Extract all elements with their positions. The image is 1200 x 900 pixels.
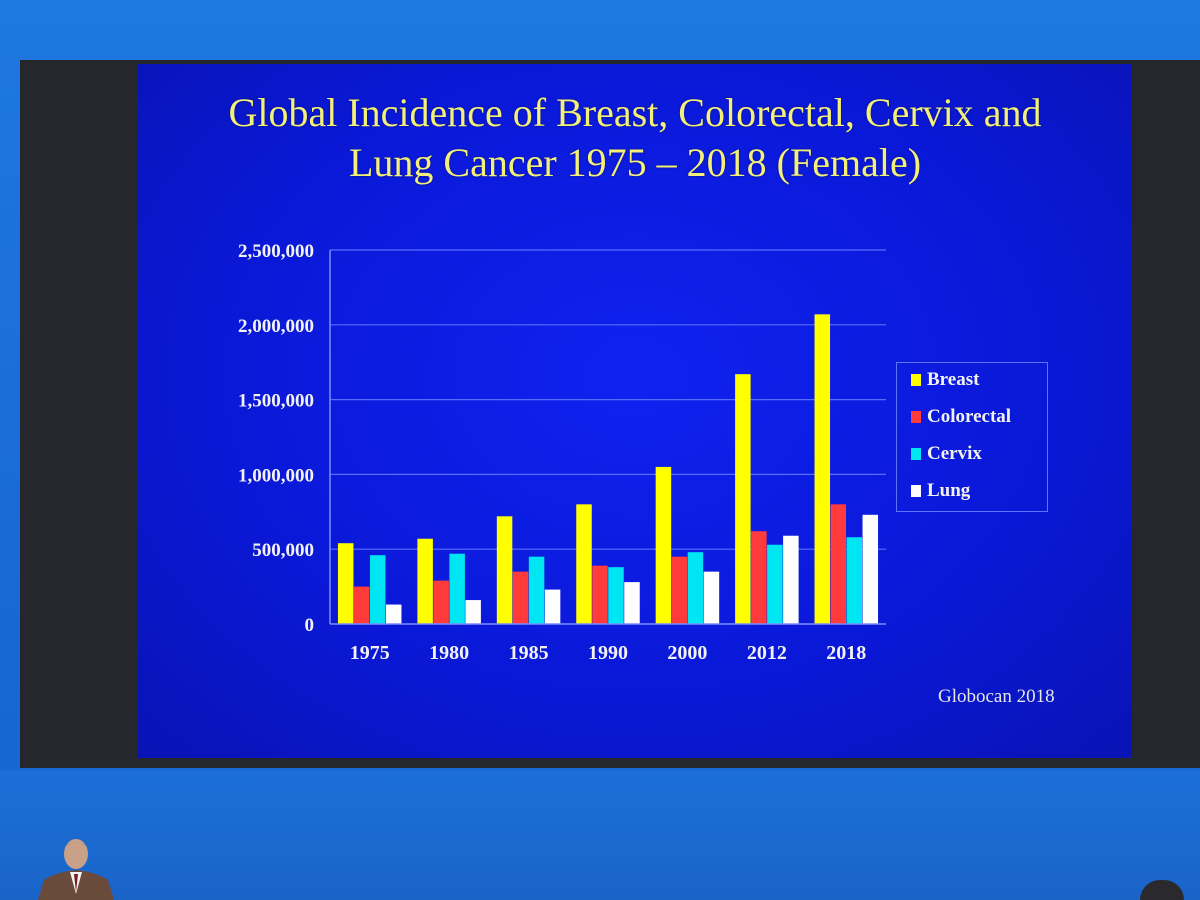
gridlines	[330, 249, 886, 550]
bar-breast-2000	[655, 466, 672, 624]
x-tick-label: 1975	[350, 642, 390, 664]
bar-cervix-1985	[528, 556, 545, 624]
presentation-slide: Global Incidence of Breast, Colorectal, …	[138, 64, 1132, 758]
presenter-silhouette	[38, 839, 114, 900]
slide-title: Global Incidence of Breast, Colorectal, …	[138, 88, 1132, 188]
bar-colorectal-1985	[512, 571, 529, 624]
axes	[329, 250, 886, 625]
legend-label: Lung	[927, 480, 971, 501]
x-tick-label: 2000	[667, 642, 707, 664]
x-tick-label: 1980	[429, 642, 469, 664]
chart-legend: Breast Colorectal Cervix Lung	[896, 362, 1048, 512]
bar-chart: 0 500,000 1,000,000 1,500,000 2,000,000 2,500…	[238, 241, 886, 664]
bar-breast-1985	[496, 516, 513, 624]
slide-title-line-2: Lung Cancer 1975 – 2018 (Female)	[348, 140, 922, 185]
bar-lung-1980	[465, 600, 481, 624]
bar-breast-1990	[576, 504, 592, 624]
y-tick-label: 1,000,000	[238, 465, 314, 486]
bar-cervix-1975	[369, 555, 386, 624]
legend-item-cervix: Cervix	[911, 439, 982, 469]
x-axis-tick-labels: 1975 1980 1985 1990 2000 2012 2018	[350, 642, 867, 664]
bars	[337, 314, 879, 624]
y-tick-label: 500,000	[252, 540, 314, 561]
bar-cervix-2018	[846, 537, 863, 624]
bar-lung-2018	[862, 514, 879, 624]
legend-swatch	[911, 448, 921, 460]
x-tick-label: 2018	[826, 642, 866, 664]
bar-lung-1975	[385, 604, 402, 624]
audience-head	[1140, 880, 1184, 900]
bar-lung-1985	[544, 589, 561, 624]
slide-title-line-1: Global Incidence of Breast, Colorectal, …	[228, 90, 1042, 135]
y-tick-label: 2,500,000	[238, 241, 314, 262]
stage-floor	[0, 770, 1200, 900]
legend-item-colorectal: Colorectal	[911, 402, 1011, 432]
legend-label: Cervix	[927, 443, 982, 464]
bar-lung-2012	[783, 535, 799, 624]
bar-colorectal-1990	[592, 565, 608, 624]
bar-colorectal-2018	[830, 504, 847, 624]
y-axis-tick-labels: 0 500,000 1,000,000 1,500,000 2,000,000 2,500…	[238, 241, 314, 636]
bar-colorectal-1975	[353, 586, 370, 624]
bar-cervix-2000	[687, 552, 704, 624]
legend-swatch	[911, 485, 921, 497]
y-tick-label: 0	[305, 615, 315, 636]
bar-colorectal-2000	[671, 556, 688, 624]
bar-cervix-1990	[608, 567, 624, 624]
legend-swatch	[911, 411, 921, 423]
bar-cervix-1980	[449, 553, 465, 624]
legend-item-breast: Breast	[911, 365, 979, 395]
x-tick-label: 2012	[747, 642, 787, 664]
legend-label: Colorectal	[927, 406, 1012, 427]
y-tick-label: 1,500,000	[238, 391, 314, 412]
bar-colorectal-1980	[433, 580, 449, 624]
x-tick-label: 1990	[588, 642, 628, 664]
bar-lung-2000	[703, 571, 720, 624]
legend-item-lung: Lung	[911, 476, 970, 506]
bar-cervix-2012	[767, 544, 783, 624]
bar-breast-2018	[814, 314, 831, 624]
legend-swatch	[911, 374, 921, 386]
y-tick-label: 2,000,000	[238, 316, 314, 337]
bar-breast-2012	[735, 374, 751, 624]
source-caption: Globocan 2018	[938, 686, 1055, 707]
bar-breast-1980	[417, 538, 433, 624]
bar-lung-1990	[624, 582, 640, 624]
legend-label: Breast	[927, 369, 980, 390]
bar-colorectal-2012	[751, 531, 767, 624]
x-tick-label: 1985	[509, 642, 549, 664]
bar-breast-1975	[337, 543, 354, 624]
